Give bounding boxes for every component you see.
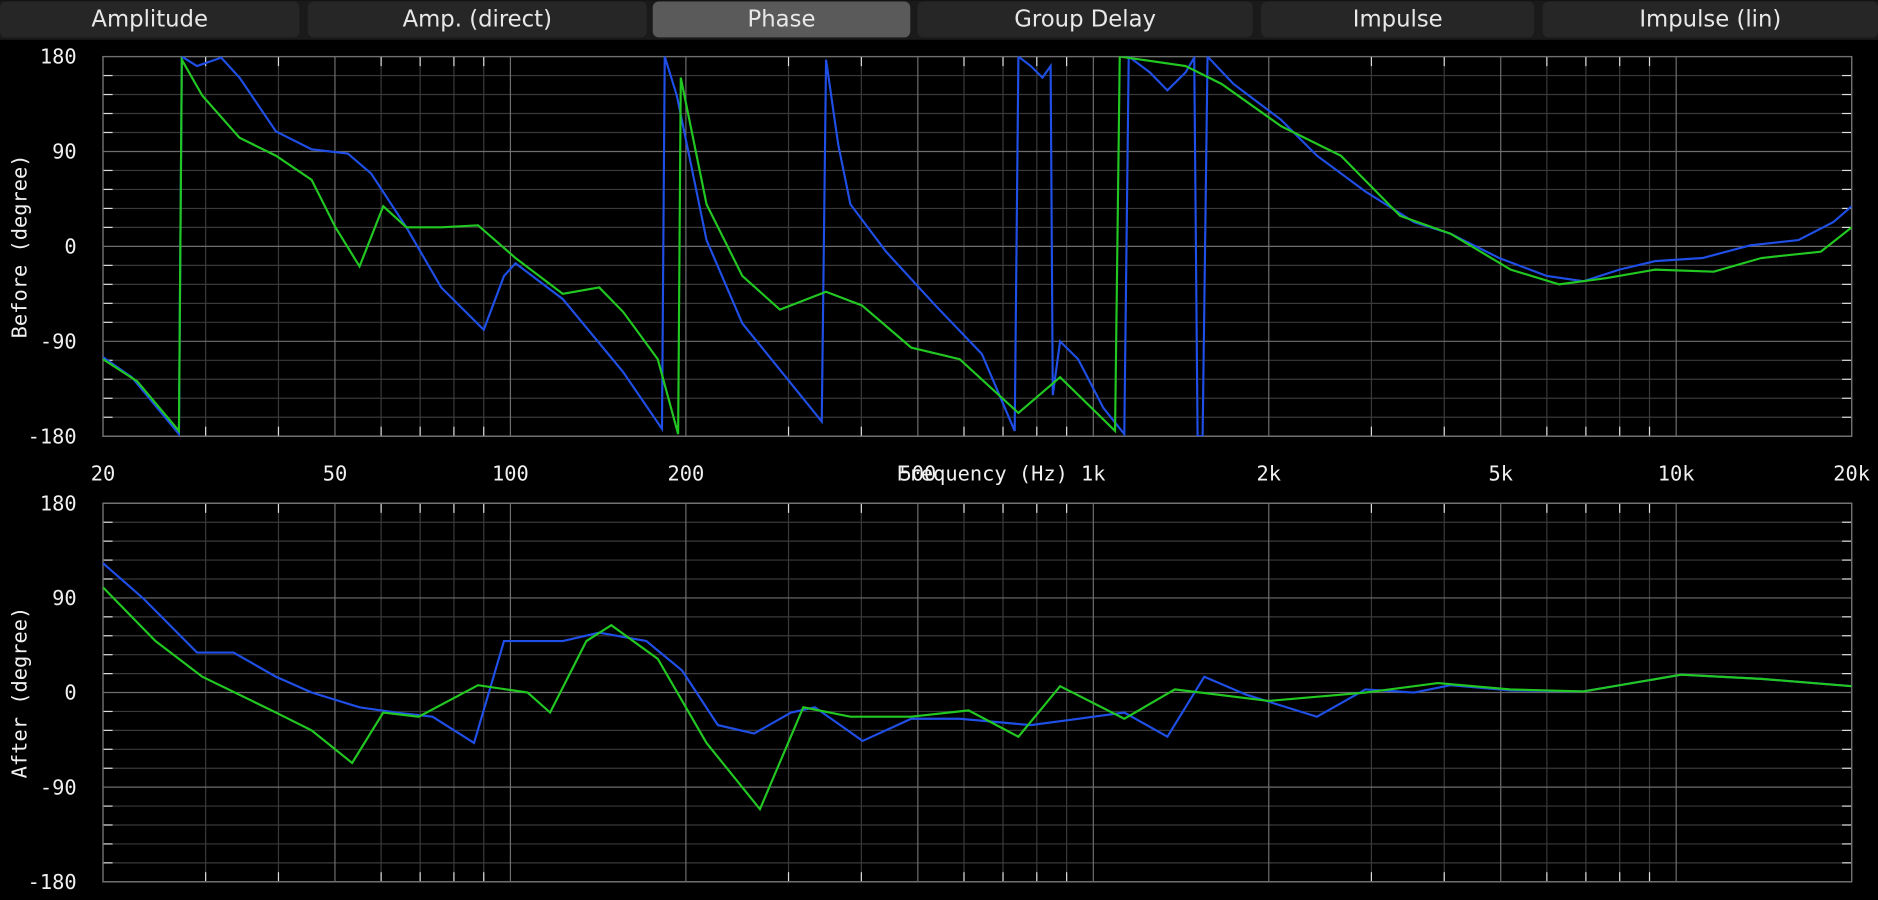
tab-label[interactable]: Phase (748, 7, 816, 33)
tab-label[interactable]: Amplitude (91, 7, 208, 33)
x-tick-label: 20k (1833, 462, 1870, 486)
y-tick-label: -90 (40, 329, 77, 353)
phase-line (103, 586, 1852, 812)
y-tick-label: -180 (28, 870, 77, 894)
tab-label[interactable]: Impulse (1353, 7, 1443, 33)
tab[interactable] (307, 1, 647, 38)
y-tick-label: 90 (52, 586, 77, 610)
y-tick-label: 90 (52, 140, 77, 164)
x-tick-label: 200 (667, 462, 704, 486)
x-tick-label: 500 (899, 462, 936, 486)
phase-line (103, 56, 1852, 435)
x-axis-label: Frequency (Hz) (896, 462, 1068, 486)
x-tick-label: 20 (91, 462, 116, 486)
y-axis-label: Before (degree) (7, 154, 31, 338)
x-tick-label: 100 (492, 462, 529, 486)
tab[interactable] (1261, 1, 1535, 38)
tab-label[interactable]: Group Delay (1014, 7, 1156, 33)
y-tick-label: 180 (40, 45, 77, 69)
y-tick-label: -180 (28, 424, 77, 448)
x-tick-label: 50 (323, 462, 348, 486)
x-tick-label: 10k (1658, 462, 1695, 486)
tab[interactable] (652, 1, 911, 38)
y-tick-label: 180 (40, 491, 77, 515)
x-tick-label: 5k (1488, 462, 1513, 486)
tab[interactable] (0, 1, 300, 38)
y-axis-label: After (degree) (7, 607, 31, 779)
tab[interactable] (917, 1, 1253, 38)
tab-label[interactable]: Amp. (direct) (403, 7, 552, 33)
tab-label[interactable]: Impulse (lin) (1639, 7, 1781, 33)
y-tick-label: 0 (64, 235, 76, 259)
x-tick-label: 1k (1081, 462, 1106, 486)
y-tick-label: 0 (64, 681, 76, 705)
y-tick-label: -90 (40, 775, 77, 799)
tab[interactable] (1542, 1, 1878, 38)
x-tick-label: 2k (1257, 462, 1282, 486)
